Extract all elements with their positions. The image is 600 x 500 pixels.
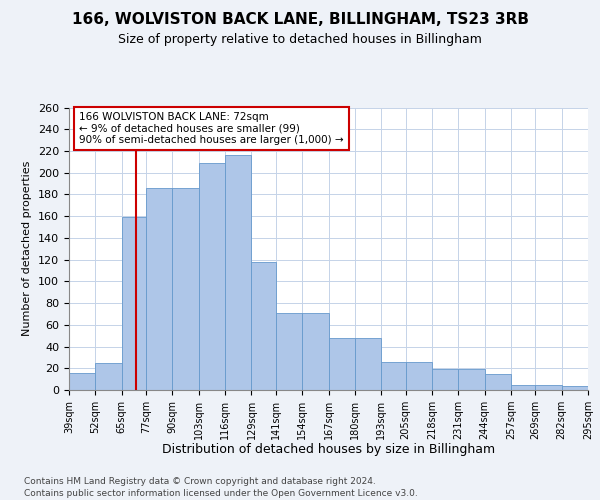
Text: 166, WOLVISTON BACK LANE, BILLINGHAM, TS23 3RB: 166, WOLVISTON BACK LANE, BILLINGHAM, TS… [71, 12, 529, 28]
Text: Contains public sector information licensed under the Open Government Licence v3: Contains public sector information licen… [24, 489, 418, 498]
Bar [146, 188, 172, 390]
Bar [199, 163, 225, 390]
Bar [381, 362, 406, 390]
Bar [406, 362, 432, 390]
Bar [251, 262, 276, 390]
Bar [172, 188, 199, 390]
Bar [302, 313, 329, 390]
Bar [485, 374, 511, 390]
Text: Distribution of detached houses by size in Billingham: Distribution of detached houses by size … [162, 442, 496, 456]
Bar [122, 217, 146, 390]
Text: Size of property relative to detached houses in Billingham: Size of property relative to detached ho… [118, 32, 482, 46]
Text: 166 WOLVISTON BACK LANE: 72sqm
← 9% of detached houses are smaller (99)
90% of s: 166 WOLVISTON BACK LANE: 72sqm ← 9% of d… [79, 112, 344, 145]
Text: Contains HM Land Registry data © Crown copyright and database right 2024.: Contains HM Land Registry data © Crown c… [24, 478, 376, 486]
Bar [276, 313, 302, 390]
Bar [562, 386, 588, 390]
Bar [458, 370, 485, 390]
Bar [511, 384, 535, 390]
Bar [432, 370, 458, 390]
Bar [95, 363, 122, 390]
Bar [355, 338, 381, 390]
Bar [225, 156, 251, 390]
Bar [69, 372, 95, 390]
Bar [329, 338, 355, 390]
Y-axis label: Number of detached properties: Number of detached properties [22, 161, 32, 336]
Bar [535, 384, 562, 390]
